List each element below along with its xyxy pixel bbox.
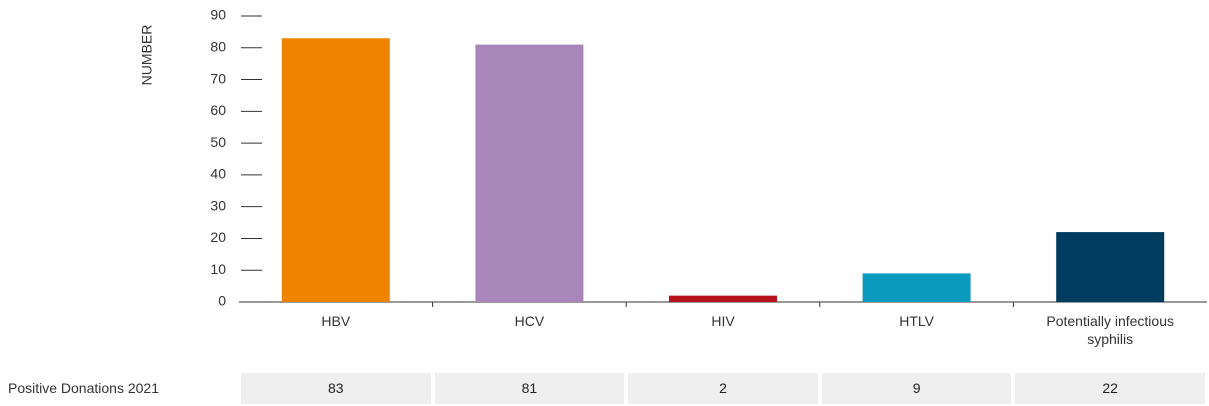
y-tick-label: 0: [218, 293, 226, 309]
x-tick-label: HBV: [321, 313, 351, 329]
y-tick-label: 80: [210, 38, 226, 54]
y-tick-label: 50: [210, 134, 226, 150]
table-cell: 9: [821, 373, 1012, 404]
y-tick-label: 30: [210, 197, 226, 213]
x-tick-label: Potentially infectious syphilis: [1046, 313, 1174, 347]
table-row-label: Positive Donations 2021: [8, 380, 159, 396]
bar: [475, 44, 584, 302]
x-tick-label: HTLV: [899, 313, 934, 329]
bar: [1056, 232, 1165, 302]
y-tick-label: 10: [210, 261, 226, 277]
bar: [862, 273, 971, 302]
y-tick-label: 90: [210, 7, 226, 23]
table-cell: 22: [1015, 373, 1205, 404]
bar: [281, 38, 390, 302]
y-tick-label: 20: [210, 229, 226, 245]
y-tick-label: 70: [210, 70, 226, 86]
y-axis-label: NUMBER: [139, 25, 155, 86]
table-cell: 83: [241, 373, 431, 404]
x-tick-label: HIV: [711, 313, 735, 329]
y-tick-label: 40: [210, 166, 226, 182]
y-tick-label: 60: [210, 102, 226, 118]
bar: [669, 295, 777, 302]
x-tick-label: HCV: [514, 313, 545, 329]
table-cell: 2: [628, 373, 818, 404]
table-cell: 81: [434, 373, 625, 404]
